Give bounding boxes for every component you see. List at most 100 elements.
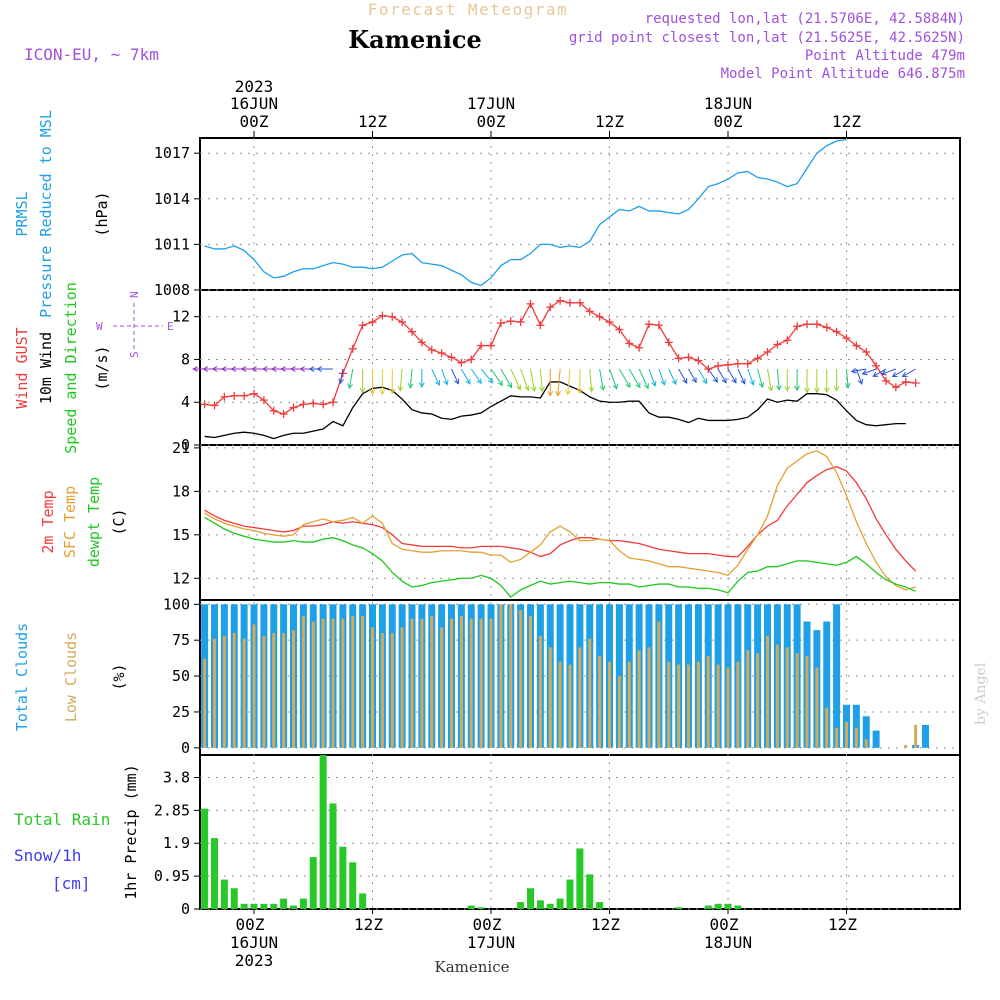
low-cloud-bar bbox=[331, 618, 335, 748]
low-cloud-bar bbox=[548, 647, 552, 748]
low-cloud-bar bbox=[805, 655, 809, 748]
panel-label-temperature: 2m Temp bbox=[39, 490, 57, 553]
arrow-head bbox=[749, 379, 755, 386]
total-cloud-bar bbox=[852, 704, 860, 748]
wind-direction-arrow bbox=[814, 369, 820, 394]
low-cloud-bar bbox=[440, 627, 444, 748]
low-cloud-bar bbox=[420, 618, 424, 748]
arrow-shaft bbox=[480, 368, 494, 384]
total-cloud-bar bbox=[833, 604, 841, 748]
panel-label-temperature: SFC Temp bbox=[61, 486, 79, 558]
y-tick-label: 12 bbox=[172, 308, 190, 326]
arrow-shaft bbox=[747, 368, 754, 385]
arrow-shaft bbox=[757, 368, 763, 388]
gust-marker bbox=[477, 341, 486, 350]
rain-bar bbox=[319, 755, 327, 909]
arrow-head bbox=[599, 385, 606, 392]
low-cloud-bar bbox=[242, 638, 246, 748]
gust-marker bbox=[427, 345, 436, 354]
low-cloud-bar bbox=[706, 655, 710, 748]
gust-marker bbox=[269, 406, 278, 415]
arrow-head bbox=[465, 378, 471, 385]
top-hour-label: 00Z bbox=[240, 112, 269, 131]
rain-bar bbox=[349, 862, 357, 909]
arrow-shaft bbox=[881, 368, 897, 375]
arrow-shaft bbox=[707, 368, 718, 383]
wind-direction-arrow bbox=[316, 366, 333, 372]
wind-direction-arrow bbox=[490, 368, 503, 387]
arrow-head bbox=[240, 366, 247, 372]
rain-bar bbox=[201, 808, 209, 909]
gust-marker bbox=[230, 391, 239, 400]
arrow-shaft bbox=[490, 368, 503, 386]
rain-bar bbox=[586, 874, 594, 909]
gust-marker bbox=[358, 321, 367, 330]
low-cloud-bar bbox=[775, 644, 779, 748]
wind-direction-arrow bbox=[588, 368, 595, 393]
low-cloud-bar bbox=[450, 618, 453, 748]
panel-label-wind: 10m Wind bbox=[37, 332, 55, 404]
arrow-head bbox=[389, 388, 396, 395]
low-cloud-bar bbox=[568, 664, 572, 748]
arrow-shaft bbox=[678, 368, 688, 384]
y-tick-label: 4 bbox=[181, 393, 190, 411]
low-cloud-bar bbox=[430, 615, 434, 748]
wind-direction-arrow bbox=[727, 368, 737, 384]
wind-direction-arrow bbox=[565, 368, 571, 396]
arrow-head bbox=[577, 388, 583, 395]
panel-label-wind: Speed and Direction bbox=[62, 282, 80, 454]
gust-marker bbox=[911, 379, 920, 387]
arrow-shaft bbox=[520, 368, 529, 391]
y-tick-label: 2.85 bbox=[154, 801, 190, 819]
gust-marker bbox=[743, 359, 752, 368]
rain-bar bbox=[734, 905, 742, 909]
location-title: Kamenice bbox=[348, 25, 482, 54]
arrow-head bbox=[497, 380, 503, 387]
rain-bar bbox=[250, 903, 258, 909]
arrow-head bbox=[530, 386, 537, 393]
wind-direction-arrow bbox=[737, 368, 746, 385]
wind-direction-arrow bbox=[520, 368, 530, 392]
arrow-shaft bbox=[776, 368, 780, 390]
low-cloud-bar bbox=[766, 635, 769, 748]
arrow-shaft bbox=[510, 368, 521, 390]
arrow-head bbox=[211, 366, 218, 372]
y-tick-label: 75 bbox=[172, 631, 190, 649]
gust-marker bbox=[556, 296, 565, 305]
arrow-head bbox=[804, 387, 810, 394]
panel-label-clouds: Low Clouds bbox=[62, 632, 80, 722]
gust-marker bbox=[516, 318, 525, 327]
rain-bar bbox=[280, 898, 288, 909]
wind-direction-arrow bbox=[555, 368, 561, 397]
arrow-shaft bbox=[846, 368, 849, 388]
arrow-head bbox=[625, 382, 631, 389]
arrow-shaft bbox=[557, 368, 561, 396]
low-cloud-bar bbox=[756, 653, 760, 748]
gust-marker bbox=[891, 383, 900, 392]
gust-marker bbox=[625, 339, 634, 348]
arrow-head bbox=[651, 380, 657, 387]
wind-direction-arrow bbox=[784, 369, 791, 392]
arrow-head bbox=[833, 385, 840, 392]
gust-marker bbox=[872, 361, 881, 370]
arrow-head bbox=[220, 366, 227, 372]
low-cloud-bar bbox=[519, 610, 523, 748]
gust-marker bbox=[803, 320, 811, 329]
gust-marker bbox=[733, 359, 742, 368]
gust-marker bbox=[822, 323, 831, 332]
gust-marker bbox=[368, 318, 377, 327]
rain-bar bbox=[339, 846, 347, 909]
arrow-shaft bbox=[717, 368, 727, 384]
wind-direction-arrow bbox=[747, 368, 755, 386]
y-tick-label: 0 bbox=[181, 436, 190, 454]
low-cloud-bar bbox=[677, 664, 681, 748]
arrow-shaft bbox=[862, 368, 877, 375]
arrow-head bbox=[270, 366, 277, 372]
top-hour-label: 00Z bbox=[714, 112, 743, 131]
low-cloud-bar bbox=[637, 650, 641, 748]
total-cloud-bar bbox=[862, 716, 870, 748]
total-cloud-bar bbox=[823, 621, 831, 748]
wind-direction-arrow bbox=[861, 368, 877, 376]
wind-direction-arrow bbox=[419, 369, 425, 389]
